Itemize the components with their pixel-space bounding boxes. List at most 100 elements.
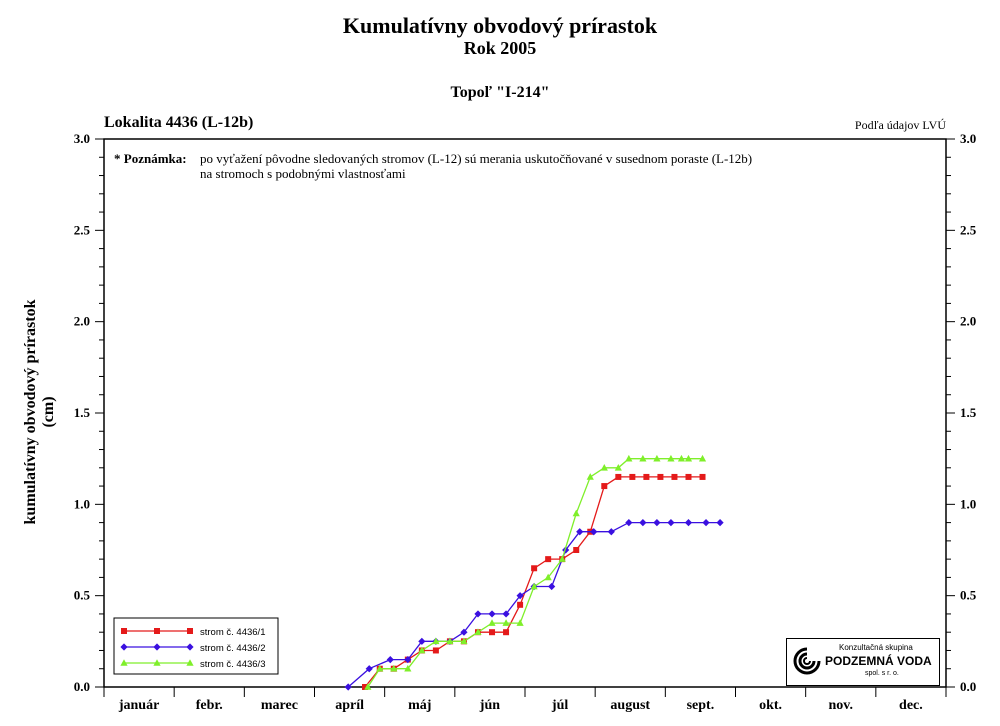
series-2 — [344, 519, 724, 691]
chart-title: Kumulatívny obvodový prírastok — [342, 13, 658, 38]
data-point — [558, 555, 566, 562]
logo-line-1: Konzultačná skupina — [839, 643, 913, 652]
logo-mark-icon — [793, 647, 821, 675]
y-tick-label-left: 2.5 — [74, 222, 91, 237]
x-month-label: dec. — [899, 698, 923, 713]
x-month-label: okt. — [759, 698, 782, 713]
data-point — [586, 473, 594, 480]
x-month-label: júl — [551, 698, 568, 713]
data-point — [432, 637, 440, 645]
data-point — [667, 454, 675, 462]
data-point — [614, 464, 622, 471]
y-tick-label-right: 1.0 — [960, 496, 976, 511]
data-point — [418, 646, 426, 654]
data-point — [671, 473, 678, 480]
data-point — [716, 519, 724, 527]
data-point — [625, 454, 633, 462]
y-tick-label-left: 1.5 — [74, 405, 91, 420]
data-point — [390, 664, 398, 672]
data-point — [502, 619, 510, 626]
data-point — [531, 565, 538, 572]
x-month-label: febr. — [196, 698, 223, 713]
y-tick-label-left: 1.0 — [74, 496, 90, 511]
data-point — [516, 592, 524, 600]
y-tick-label-right: 1.5 — [960, 405, 977, 420]
x-month-label: apríl — [335, 698, 364, 713]
data-point — [698, 454, 707, 462]
data-point — [432, 647, 439, 654]
series-1 — [362, 473, 706, 690]
data-point — [488, 610, 496, 618]
data-point — [446, 637, 454, 645]
chart-year: Rok 2005 — [463, 38, 537, 58]
data-point — [344, 683, 352, 691]
legend-marker — [120, 643, 128, 651]
data-point — [530, 582, 538, 590]
legend-box — [113, 617, 279, 675]
data-point — [545, 556, 552, 563]
legend-label: strom č. 4436/1 — [200, 627, 265, 638]
data-point — [474, 628, 482, 635]
legend-marker — [154, 628, 160, 634]
logo-line-2: PODZEMNÁ VODA — [825, 654, 932, 668]
data-point — [365, 665, 373, 673]
data-point — [639, 519, 647, 527]
note-text: po vyťažení pôvodne sledovaných stromov … — [200, 151, 880, 181]
series-line — [367, 458, 703, 688]
data-point — [684, 519, 693, 527]
data-point — [600, 464, 608, 471]
legend: strom č. 4436/1 strom č. 4436/2 strom č. 4… — [113, 617, 279, 675]
data-point — [572, 509, 580, 517]
legend-marker — [187, 628, 193, 634]
y-tick-label-left: 3.0 — [74, 131, 90, 146]
data-point — [376, 664, 384, 672]
company-logo: Konzultačná skupina PODZEMNÁ VODA spol. … — [786, 638, 940, 686]
data-point — [460, 637, 468, 645]
data-point — [615, 473, 622, 480]
data-source: Podľa údajov LVÚ — [854, 118, 946, 132]
note-line-2: na stromoch s podobnými vlastnosťami — [200, 166, 406, 181]
data-point — [516, 619, 524, 626]
data-point — [474, 610, 482, 618]
legend-label: strom č. 4436/3 — [200, 659, 265, 670]
data-point — [548, 582, 556, 591]
y-tick-label-right: 0.5 — [960, 588, 977, 603]
locality-label: Lokalita 4436 (L-12b) — [104, 114, 254, 131]
y-tick-label-right: 0.0 — [960, 679, 976, 694]
data-point — [684, 454, 693, 462]
legend-marker — [153, 643, 161, 651]
logo-line-3: spol. s r. o. — [865, 670, 899, 677]
data-point — [653, 519, 661, 527]
data-point — [418, 637, 426, 645]
data-point — [677, 454, 686, 462]
series-3 — [364, 454, 707, 690]
data-point — [576, 528, 584, 536]
data-point — [702, 519, 710, 527]
data-point — [488, 619, 496, 626]
series-layer — [344, 454, 724, 691]
x-month-label: august — [610, 698, 650, 713]
data-point — [404, 656, 412, 664]
data-point — [625, 519, 633, 527]
data-point — [667, 519, 675, 527]
data-point — [590, 528, 598, 536]
legend-marker — [186, 643, 194, 651]
x-month-label: január — [118, 698, 159, 713]
series-line — [364, 476, 703, 688]
data-point — [503, 629, 510, 636]
data-point — [607, 528, 615, 536]
x-month-label: marec — [261, 698, 298, 713]
data-point — [364, 683, 372, 690]
data-point — [517, 601, 524, 608]
tree-type: Topoľ "I-214" — [450, 84, 550, 101]
data-point — [489, 629, 496, 636]
data-point — [629, 473, 636, 480]
y-tick-label-left: 0.0 — [74, 679, 90, 694]
data-point — [639, 454, 647, 462]
y-tick-label-left: 0.5 — [74, 588, 91, 603]
legend-label: strom č. 4436/2 — [200, 643, 265, 654]
note-line-1: po vyťažení pôvodne sledovaných stromov … — [200, 151, 753, 166]
y-tick-label-right: 3.0 — [960, 131, 976, 146]
plot-frame — [103, 138, 947, 688]
